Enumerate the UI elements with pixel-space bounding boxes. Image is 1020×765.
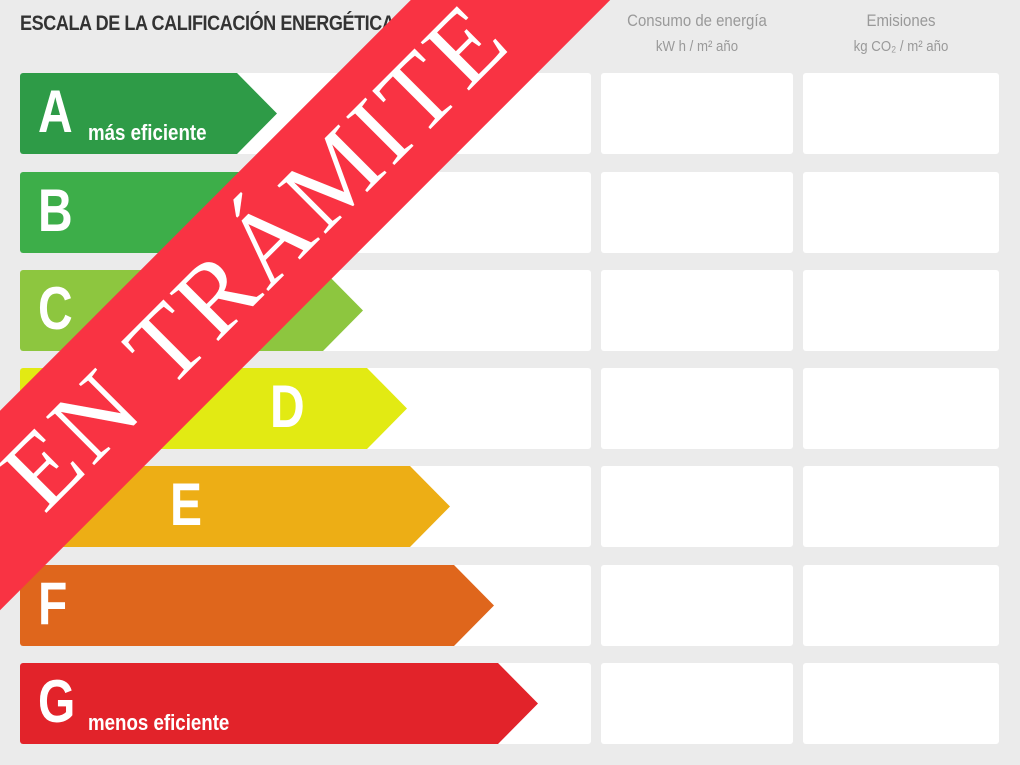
column-header-emissions: Emisiones kg CO₂ / m² año bbox=[815, 8, 987, 60]
rating-note: más eficiente bbox=[88, 120, 207, 145]
energy-value-cell bbox=[601, 270, 793, 351]
scale-title: ESCALA DE LA CALIFICACIÓN ENERGÉTICA bbox=[20, 12, 395, 35]
rating-row-b: B bbox=[0, 172, 1020, 253]
rating-arrow: F bbox=[20, 565, 494, 646]
energy-value-cell bbox=[601, 663, 793, 744]
rating-letter: E bbox=[170, 471, 203, 538]
rating-letter: B bbox=[38, 177, 73, 244]
energy-label: Consumo de energía bbox=[627, 11, 767, 30]
rating-row-e: E bbox=[0, 466, 1020, 547]
emissions-value-cell bbox=[803, 270, 999, 351]
emissions-value-cell bbox=[803, 73, 999, 154]
energy-value-cell bbox=[601, 466, 793, 547]
rating-letter: A bbox=[38, 78, 73, 145]
energy-value-cell bbox=[601, 565, 793, 646]
emissions-unit: kg CO₂ / m² año bbox=[853, 38, 949, 55]
rating-letter: F bbox=[38, 570, 68, 637]
energy-unit: kW h / m² año bbox=[655, 38, 739, 55]
rating-row-f: F bbox=[0, 565, 1020, 646]
energy-value-cell bbox=[601, 73, 793, 154]
emissions-value-cell bbox=[803, 466, 999, 547]
energy-value-cell bbox=[601, 368, 793, 449]
rating-letter: G bbox=[38, 668, 76, 735]
rating-note: menos eficiente bbox=[88, 710, 230, 735]
emissions-value-cell bbox=[803, 368, 999, 449]
energy-value-cell bbox=[601, 172, 793, 253]
emissions-value-cell bbox=[803, 172, 999, 253]
rating-letter: D bbox=[270, 373, 305, 440]
rating-letter: C bbox=[38, 275, 73, 342]
emissions-label: Emisiones bbox=[866, 11, 936, 30]
emissions-value-cell bbox=[803, 663, 999, 744]
emissions-value-cell bbox=[803, 565, 999, 646]
column-header-energy: Consumo de energía kW h / m² año bbox=[613, 8, 782, 60]
